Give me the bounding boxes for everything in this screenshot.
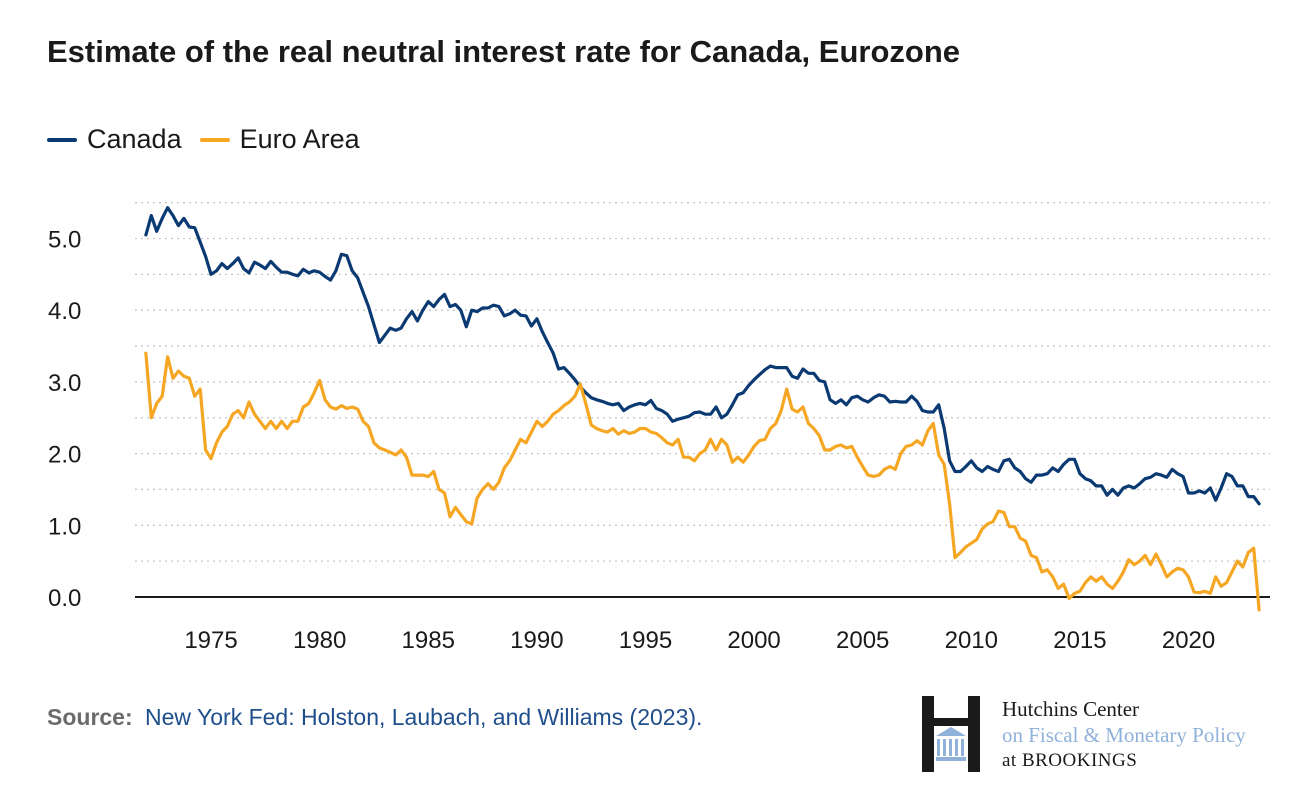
brand-line-3: at BROOKINGS (1002, 750, 1138, 771)
x-tick-label: 2005 (836, 627, 889, 654)
x-tick-label: 1980 (293, 627, 346, 654)
y-axis: 0.0 1.0 2.0 3.0 4.0 5.0 (48, 227, 81, 613)
x-axis: 1975 1980 1985 1990 1995 2000 2005 2010 2015 2020 (184, 627, 1215, 654)
legend-label-euro-area: Euro Area (239, 124, 360, 154)
hutchins-logo-icon (922, 696, 980, 772)
grid-layer (135, 201, 1270, 598)
source-note: Source: New York Fed: Holston, Laubach, … (47, 704, 702, 731)
series-layer (144, 206, 1261, 612)
x-tick-label: 2000 (727, 627, 780, 654)
series-line-canada (144, 206, 1261, 506)
line-chart: 0.0 1.0 2.0 3.0 4.0 5.0 1975 1980 1985 1990 1995 2… (48, 201, 1270, 654)
hutchins-brand: Hutchins Center on Fiscal & Monetary Pol… (922, 694, 1282, 774)
x-tick-label: 1975 (184, 627, 237, 654)
x-tick-label: 1990 (510, 627, 563, 654)
chart-title: Estimate of the real neutral interest ra… (47, 34, 961, 69)
y-tick-label: 3.0 (48, 370, 81, 397)
x-tick-label: 2010 (945, 627, 998, 654)
x-tick-label: 2020 (1162, 627, 1215, 654)
brand-line-2: on Fiscal & Monetary Policy (1002, 723, 1246, 747)
legend-label-canada: Canada (87, 124, 182, 154)
y-tick-label: 2.0 (48, 442, 81, 469)
legend-swatch-canada (47, 137, 77, 142)
y-tick-label: 0.0 (48, 585, 81, 612)
source-label: Source: (47, 704, 133, 730)
legend-swatch-euro-area (199, 137, 230, 142)
source-link[interactable]: New York Fed: Holston, Laubach, and Will… (145, 704, 703, 730)
y-tick-label: 5.0 (48, 227, 81, 254)
chart-legend: Canada Euro Area (47, 124, 360, 155)
y-tick-label: 4.0 (48, 298, 81, 325)
x-tick-label: 1985 (402, 627, 455, 654)
brand-line-1: Hutchins Center (1002, 697, 1140, 721)
series-line-euro-area (144, 351, 1261, 612)
x-tick-label: 2015 (1053, 627, 1106, 654)
legend-item-canada: Canada (47, 124, 182, 155)
y-tick-label: 1.0 (48, 513, 81, 540)
legend-item-euro-area: Euro Area (199, 124, 360, 155)
x-tick-label: 1995 (619, 627, 672, 654)
brand-text: Hutchins Center on Fiscal & Monetary Pol… (1002, 696, 1246, 774)
